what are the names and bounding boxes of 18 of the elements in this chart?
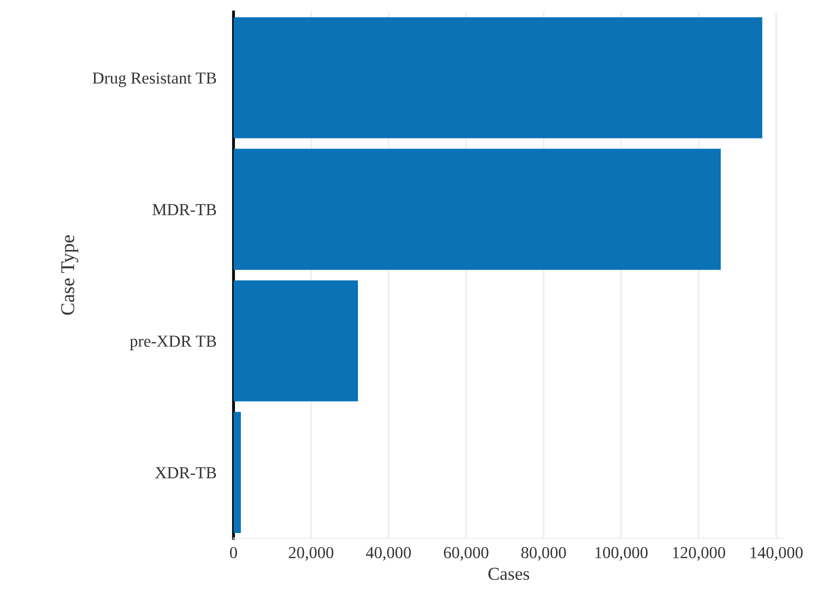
bar bbox=[234, 148, 721, 270]
x-tick-label: 60,000 bbox=[444, 547, 488, 561]
y-tick-label: pre-XDR TB bbox=[130, 336, 216, 350]
x-tick-label: 140,000 bbox=[750, 547, 803, 561]
x-tick-label: 20,000 bbox=[288, 547, 334, 561]
y-tick-label: MDR-TB bbox=[152, 204, 216, 216]
y-tick-label: XDR-TB bbox=[155, 467, 216, 478]
x-tick-label: 40,000 bbox=[366, 547, 411, 561]
bar bbox=[234, 412, 241, 533]
y-tick-label: Drug Resistant TB bbox=[92, 72, 216, 88]
x-axis-title: Cases bbox=[488, 568, 530, 580]
bar bbox=[234, 17, 762, 138]
x-tick-label: 100,000 bbox=[596, 547, 648, 561]
x-tick-label: 120,000 bbox=[673, 547, 726, 561]
bar bbox=[234, 280, 358, 402]
x-tick-label: 80,000 bbox=[521, 547, 566, 561]
y-axis-title: Case Type bbox=[61, 235, 78, 315]
x-tick-label: 0 bbox=[230, 547, 238, 558]
